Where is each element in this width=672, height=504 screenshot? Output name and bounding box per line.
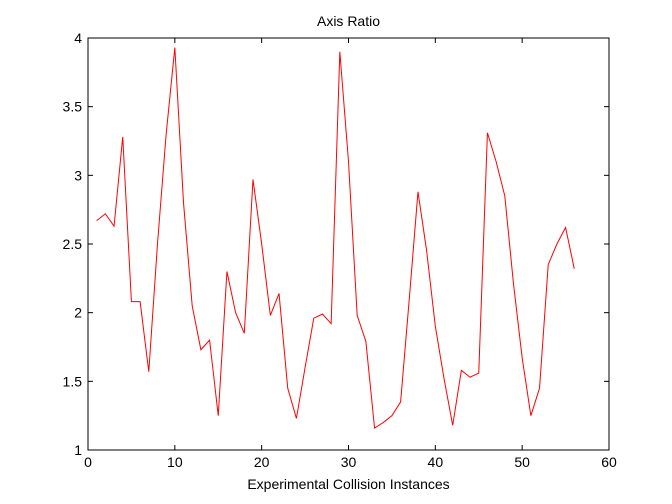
x-tick-label: 40 (428, 454, 444, 470)
plot-area (88, 38, 609, 450)
x-tick-label: 50 (514, 454, 530, 470)
y-tick-label: 1.5 (63, 373, 83, 389)
y-tick-label: 1 (74, 442, 82, 458)
y-tick-label: 3.5 (63, 99, 83, 115)
series-line (96, 47, 575, 429)
x-tick-label: 20 (254, 454, 270, 470)
x-axis-label: Experimental Collision Instances (247, 476, 449, 492)
y-tick-label: 2.5 (63, 236, 83, 252)
x-tick-label: 0 (84, 454, 92, 470)
y-tick-label: 4 (74, 30, 82, 46)
x-tick-label: 60 (601, 454, 617, 470)
x-tick-label: 10 (167, 454, 183, 470)
tick-labels: 0 10 20 30 40 50 60 1 1.5 2 2.5 3 3.5 4 (63, 30, 617, 470)
chart-title: Axis Ratio (317, 13, 380, 29)
y-tick-label: 2 (74, 305, 82, 321)
y-tick-label: 3 (74, 167, 82, 183)
x-tick-label: 30 (341, 454, 357, 470)
plot-frame (87, 37, 610, 451)
